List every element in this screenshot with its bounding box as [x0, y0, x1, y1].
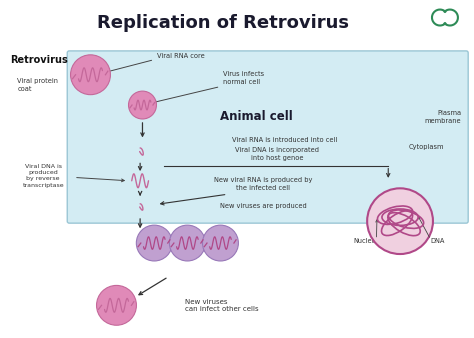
- Text: Viral RNA is introduced into cell: Viral RNA is introduced into cell: [232, 137, 337, 143]
- Circle shape: [137, 225, 172, 261]
- Text: Plasma
membrane: Plasma membrane: [425, 110, 462, 124]
- Text: New viral RNA is produced by
the infected cell: New viral RNA is produced by the infecte…: [214, 177, 312, 191]
- Text: Retrovirus: Retrovirus: [10, 55, 68, 65]
- Text: Viral DNA is incorporated
into host genoe: Viral DNA is incorporated into host geno…: [235, 147, 319, 161]
- Circle shape: [169, 225, 205, 261]
- Circle shape: [367, 188, 433, 254]
- FancyBboxPatch shape: [67, 51, 468, 223]
- Text: New viruses
can infect other cells: New viruses can infect other cells: [185, 298, 259, 312]
- Circle shape: [97, 285, 137, 325]
- Circle shape: [71, 55, 110, 95]
- Text: Virus infects
normal cell: Virus infects normal cell: [223, 71, 264, 85]
- Text: Animal cell: Animal cell: [219, 110, 292, 123]
- Text: Cytoplasm: Cytoplasm: [408, 144, 444, 150]
- Circle shape: [128, 91, 156, 119]
- Text: Viral DNA is
produced
by reverse
transcriptase: Viral DNA is produced by reverse transcr…: [22, 164, 64, 188]
- Text: Nucleus: Nucleus: [354, 238, 380, 244]
- Text: New viruses are produced: New viruses are produced: [219, 203, 306, 209]
- Text: DNA: DNA: [431, 238, 445, 244]
- Text: Viral protein
coat: Viral protein coat: [17, 78, 58, 92]
- Circle shape: [202, 225, 238, 261]
- Text: Viral RNA core: Viral RNA core: [156, 53, 204, 59]
- Text: Replication of Retrovirus: Replication of Retrovirus: [97, 14, 349, 32]
